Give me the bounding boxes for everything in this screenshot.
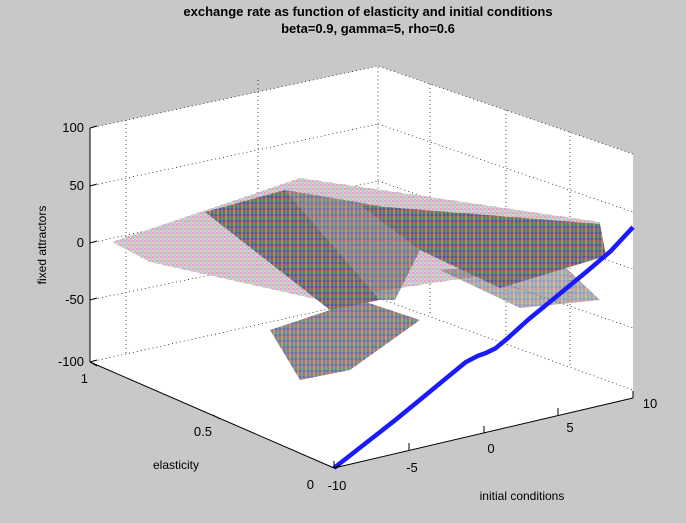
z-tick-label: 100: [62, 120, 84, 135]
z-tick-label: 0: [77, 235, 84, 250]
x-axis-ticks: [333, 391, 634, 468]
z-tick-label: -50: [65, 292, 84, 307]
x-axis-label: initial conditions: [480, 489, 565, 503]
y-axis-label: elasticity: [153, 458, 199, 472]
x-tick-label: 10: [643, 396, 657, 411]
chart-subtitle: beta=0.9, gamma=5, rho=0.6: [281, 21, 455, 36]
z-axis-label: fixed attractors: [35, 206, 49, 285]
x-tick-label: -10: [328, 478, 347, 493]
y-tick-label: 1: [81, 371, 88, 386]
z-tick-label: 50: [70, 178, 84, 193]
x-tick-label: 5: [566, 420, 573, 435]
y-axis-ticks: [89, 361, 341, 469]
y-tick-label: 0: [307, 477, 314, 492]
y-tick-label: 0.5: [194, 424, 212, 439]
series-line: [332, 225, 635, 470]
x-tick-label: 0: [487, 441, 494, 456]
x-tick-label: -5: [406, 460, 418, 475]
z-axis-ticks: [89, 125, 98, 363]
chart-title: exchange rate as function of elasticity …: [183, 4, 552, 19]
z-tick-label: -100: [58, 354, 84, 369]
